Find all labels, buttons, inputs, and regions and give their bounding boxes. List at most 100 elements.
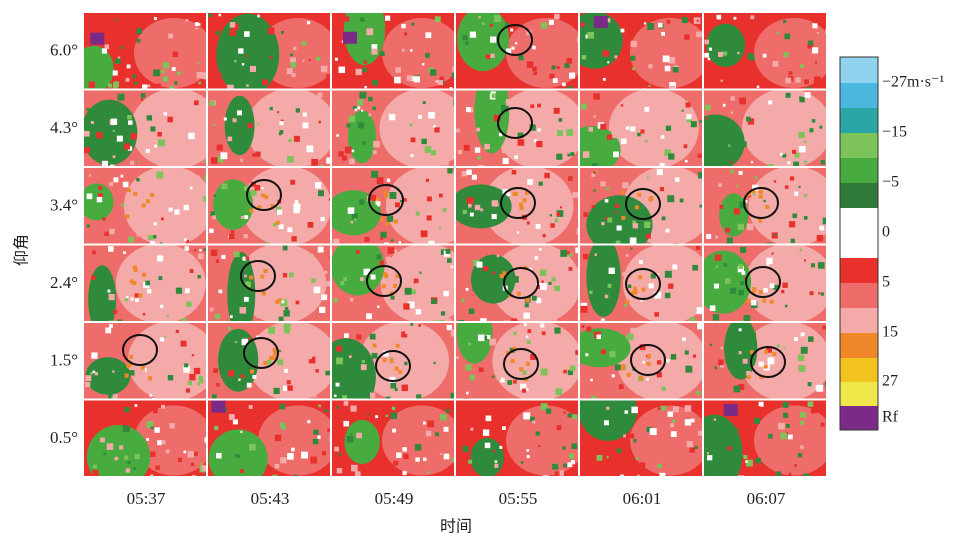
- speckle: [244, 215, 249, 220]
- speckle: [157, 139, 165, 147]
- pink-region: [744, 245, 826, 321]
- speckle: [553, 318, 557, 321]
- highlight-circle: [497, 24, 533, 56]
- speckle: [203, 248, 206, 252]
- speckle: [562, 446, 566, 450]
- speckle: [193, 451, 198, 456]
- speckle: [209, 228, 214, 234]
- speckle: [614, 55, 618, 59]
- speckle: [424, 146, 432, 153]
- speckle: [355, 250, 360, 254]
- speckle: [127, 114, 132, 120]
- speckle: [227, 136, 233, 142]
- speckle: [462, 35, 468, 41]
- red-region: [382, 18, 454, 88]
- speckle: [541, 280, 544, 283]
- speckle: [656, 372, 662, 378]
- speckle: [390, 412, 398, 420]
- speckle: [525, 361, 530, 366]
- speckle: [316, 56, 321, 61]
- speckle: [430, 150, 437, 156]
- speckle: [439, 76, 444, 82]
- speckle: [699, 183, 702, 189]
- speckle: [157, 440, 163, 446]
- speckle: [745, 460, 748, 463]
- speckle: [269, 51, 274, 56]
- speckle: [691, 360, 697, 367]
- speckle: [134, 404, 138, 407]
- speckle: [425, 53, 430, 58]
- speckle: [134, 293, 139, 298]
- speckle: [575, 350, 578, 355]
- speckle: [609, 351, 616, 358]
- speckle: [593, 93, 600, 100]
- speckle: [319, 306, 326, 314]
- speckle: [336, 357, 343, 365]
- speckle: [198, 81, 202, 85]
- speckle: [491, 93, 497, 99]
- speckle: [351, 464, 358, 472]
- speckle: [492, 449, 496, 453]
- radar-cell: [84, 400, 206, 476]
- speckle: [522, 370, 527, 375]
- speckle: [766, 257, 773, 264]
- speckle: [92, 469, 99, 476]
- speckle: [807, 382, 812, 387]
- speckle: [291, 236, 297, 242]
- speckle: [94, 372, 98, 376]
- speckle: [771, 252, 774, 255]
- speckle: [707, 57, 711, 61]
- speckle: [145, 280, 151, 286]
- speckle: [614, 364, 621, 371]
- red-region: [630, 18, 702, 88]
- speckle: [783, 52, 789, 58]
- speckle: [288, 138, 292, 143]
- speckle: [293, 46, 297, 50]
- x-tick-label: 06:01: [623, 489, 662, 508]
- speckle: [85, 381, 91, 388]
- speckle: [500, 377, 505, 383]
- speckle: [474, 204, 481, 211]
- speckle: [450, 329, 454, 336]
- speckle: [381, 284, 386, 289]
- speckle: [246, 382, 252, 388]
- colorbar-label: Rf: [882, 409, 899, 426]
- speckle: [338, 66, 346, 74]
- speckle: [635, 457, 639, 461]
- speckle: [175, 98, 182, 104]
- speckle: [631, 228, 638, 235]
- colorbar-frame: [839, 56, 879, 431]
- speckle: [380, 237, 384, 240]
- speckle: [346, 435, 354, 443]
- rf-patch: [593, 15, 608, 28]
- speckle: [491, 375, 495, 378]
- speckle: [616, 71, 619, 74]
- speckle: [713, 283, 719, 289]
- speckle: [133, 191, 138, 196]
- speckle: [590, 378, 593, 382]
- speckle: [277, 209, 283, 215]
- speckle: [766, 346, 772, 353]
- speckle: [648, 283, 654, 289]
- speckle: [581, 54, 587, 60]
- speckle: [486, 334, 491, 340]
- colorbar-label: −15: [882, 124, 907, 141]
- speckle: [187, 381, 192, 386]
- speckle: [758, 361, 764, 367]
- speckle: [521, 388, 527, 393]
- speckle: [165, 184, 172, 191]
- speckle: [737, 51, 740, 55]
- speckle: [540, 283, 547, 290]
- speckle: [692, 264, 698, 271]
- highlight-circle: [503, 348, 539, 380]
- speckle: [451, 72, 454, 78]
- speckle: [177, 216, 181, 220]
- speckle: [624, 410, 628, 414]
- speckle: [245, 256, 249, 260]
- speckle: [725, 227, 731, 233]
- speckle: [240, 158, 244, 162]
- speckle: [274, 271, 279, 276]
- speckle: [250, 369, 255, 374]
- speckle: [308, 58, 311, 61]
- speckle: [512, 191, 517, 196]
